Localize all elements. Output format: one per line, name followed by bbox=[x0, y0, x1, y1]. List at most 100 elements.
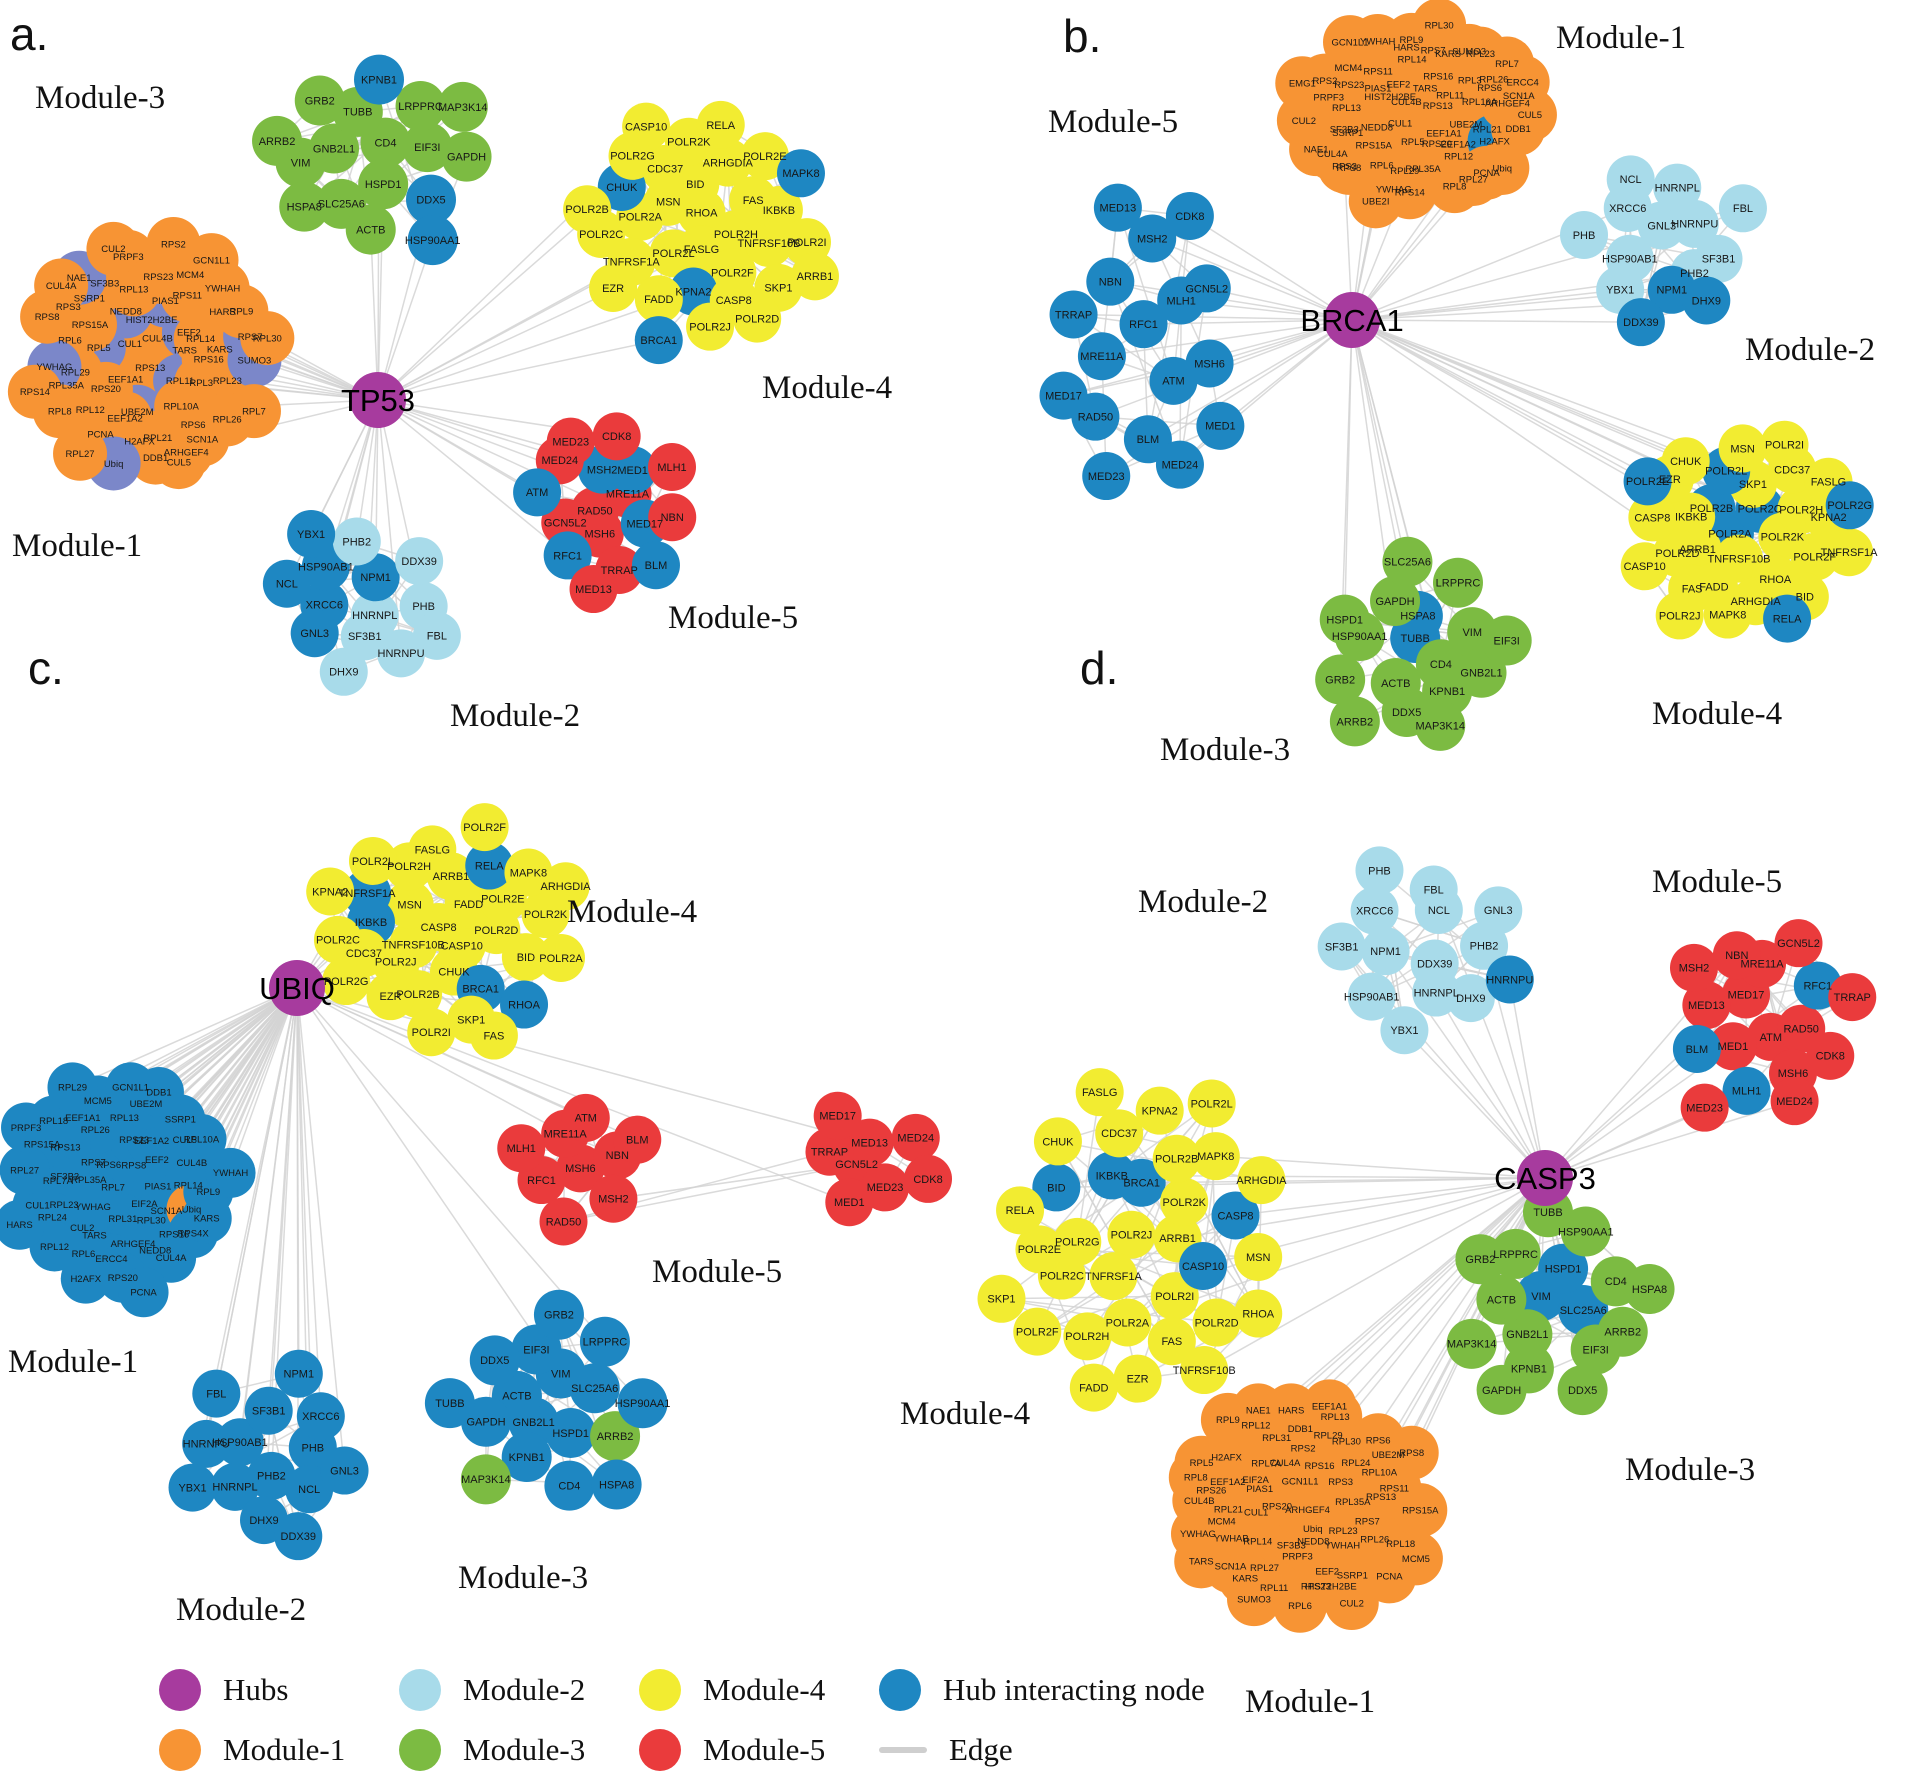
gene-label-SUMO3: SUMO3 bbox=[238, 356, 272, 367]
gene-label-GRB2: GRB2 bbox=[544, 1310, 574, 1322]
gene-label-H2AFX: H2AFX bbox=[1211, 1452, 1242, 1463]
gene-label-RPS23: RPS23 bbox=[1334, 80, 1364, 91]
gene-label-GNL3: GNL3 bbox=[330, 1465, 359, 1477]
gene-node-GCN5L2 bbox=[1774, 919, 1823, 968]
gene-node-MED1 bbox=[1196, 401, 1245, 450]
gene-label-EIF3I: EIF3I bbox=[1583, 1344, 1609, 1356]
gene-node-RPS8 bbox=[1384, 1425, 1439, 1480]
gene-label-RPL12: RPL12 bbox=[1444, 151, 1473, 162]
gene-label-KPNB1: KPNB1 bbox=[361, 74, 397, 86]
gene-label-RPL5: RPL5 bbox=[1190, 1458, 1214, 1469]
legend-label: Module-1 bbox=[223, 1732, 346, 1767]
gene-label-YBX1: YBX1 bbox=[1390, 1025, 1418, 1037]
gene-node-POLR2I bbox=[1760, 420, 1809, 469]
gene-label-RFC1: RFC1 bbox=[527, 1175, 556, 1187]
gene-node-HSPD1 bbox=[358, 159, 409, 210]
gene-label-YWHAH: YWHAH bbox=[205, 283, 241, 294]
gene-label-HNRNPU: HNRNPU bbox=[1671, 219, 1718, 231]
gene-label-NAE1: NAE1 bbox=[67, 273, 92, 284]
gene-label-TRRAP: TRRAP bbox=[1834, 992, 1871, 1004]
gene-node-YBX1 bbox=[1380, 1006, 1429, 1055]
gene-label-HNRNPL: HNRNPL bbox=[1655, 182, 1700, 194]
gene-label-DDB1: DDB1 bbox=[1288, 1424, 1313, 1435]
gene-label-HSPA8: HSPA8 bbox=[599, 1479, 634, 1491]
gene-label-PHB: PHB bbox=[412, 601, 435, 613]
gene-label-RPL14: RPL14 bbox=[174, 1180, 203, 1191]
legend-item-module-5: Module-5 bbox=[639, 1728, 825, 1772]
gene-node-NCL bbox=[262, 559, 311, 608]
gene-label-RPL23: RPL23 bbox=[1466, 49, 1495, 60]
gene-label-NEDD8: NEDD8 bbox=[110, 307, 142, 318]
gene-node-IKBKB bbox=[1667, 492, 1716, 541]
gene-node-MAP3K14 bbox=[460, 1454, 511, 1505]
gene-node-MSH2 bbox=[1128, 214, 1177, 263]
gene-label-RAD50: RAD50 bbox=[1078, 412, 1113, 424]
gene-node-DDX39 bbox=[1616, 298, 1665, 347]
edge-swatch-icon bbox=[879, 1747, 927, 1753]
legend-item-module-3: Module-3 bbox=[399, 1728, 585, 1772]
edge bbox=[1203, 1177, 1546, 1371]
gene-label-RPL11: RPL11 bbox=[1260, 1583, 1288, 1594]
gene-node-ARRB2 bbox=[1329, 696, 1380, 747]
gene-node-RELA bbox=[465, 841, 514, 890]
gene-label-GCN5L2: GCN5L2 bbox=[1185, 283, 1228, 295]
gene-label-ARRB1: ARRB1 bbox=[1159, 1233, 1196, 1245]
gene-label-SLC25A6: SLC25A6 bbox=[571, 1383, 618, 1395]
gene-label-RPS13: RPS13 bbox=[1366, 1492, 1396, 1503]
gene-label-RPL6: RPL6 bbox=[58, 335, 82, 346]
gene-label-DHX9: DHX9 bbox=[329, 667, 358, 679]
gene-label-KARS: KARS bbox=[194, 1214, 220, 1225]
gene-node-CASP10 bbox=[1179, 1241, 1228, 1290]
gene-node-POLR2F bbox=[460, 803, 509, 852]
gene-label-BRCA1: BRCA1 bbox=[462, 984, 499, 996]
gene-label-HSPA8: HSPA8 bbox=[1632, 1284, 1667, 1296]
gene-label-POLR2K: POLR2K bbox=[667, 137, 711, 149]
gene-label-EZR: EZR bbox=[1127, 1374, 1149, 1386]
edge bbox=[1147, 319, 1353, 440]
gene-label-LRPPRC: LRPPRC bbox=[583, 1337, 628, 1349]
gene-label-PIAS1: PIAS1 bbox=[1364, 84, 1391, 95]
gene-label-RPS14: RPS14 bbox=[1395, 188, 1425, 199]
gene-node-CUL2 bbox=[1324, 1575, 1379, 1630]
gene-node-POLR2D bbox=[1192, 1298, 1241, 1347]
gene-node-HNRNPU bbox=[377, 629, 426, 678]
gene-node-FBL bbox=[192, 1369, 241, 1418]
gene-label-GCN1L1: GCN1L1 bbox=[193, 255, 230, 266]
gene-node-ARRB2 bbox=[252, 115, 303, 166]
gene-label-NAE1: NAE1 bbox=[1304, 144, 1329, 155]
gene-label-DDX5: DDX5 bbox=[416, 194, 445, 206]
gene-label-MAP3K14: MAP3K14 bbox=[438, 102, 488, 114]
gene-label-POLR2B: POLR2B bbox=[396, 989, 439, 1001]
edge bbox=[296, 987, 850, 1203]
gene-node-GRB2 bbox=[533, 1289, 584, 1340]
gene-label-POLR2I: POLR2I bbox=[1765, 440, 1804, 452]
module-label-c-m3: Module-3 bbox=[458, 1560, 588, 1596]
gene-node-NBN bbox=[1712, 931, 1761, 980]
gene-label-TUBB: TUBB bbox=[343, 107, 372, 119]
gene-label-FADD: FADD bbox=[1079, 1382, 1108, 1394]
gene-label-ATM: ATM bbox=[1162, 376, 1184, 388]
edge bbox=[1001, 1295, 1175, 1300]
gene-label-POLR2H: POLR2H bbox=[714, 229, 758, 241]
gene-label-TUBB: TUBB bbox=[435, 1398, 464, 1410]
gene-label-RPS13: RPS13 bbox=[135, 363, 165, 374]
gene-label-HSPD1: HSPD1 bbox=[1326, 614, 1363, 626]
gene-label-HSPD1: HSPD1 bbox=[365, 179, 402, 191]
gene-node-RELA bbox=[696, 100, 745, 149]
gene-label-RPS6: RPS6 bbox=[181, 420, 206, 431]
gene-node-MED23 bbox=[1082, 452, 1131, 501]
gene-label-SLC25A6: SLC25A6 bbox=[318, 199, 365, 211]
gene-node-ERCC4 bbox=[1495, 55, 1550, 110]
gene-label-CDC37: CDC37 bbox=[647, 164, 683, 176]
gene-label-ARRB2: ARRB2 bbox=[259, 136, 296, 148]
edge bbox=[1384, 950, 1546, 1179]
gene-node-DDX5 bbox=[469, 1335, 520, 1386]
gene-label-MED13: MED13 bbox=[851, 1138, 888, 1150]
gene-label-MSH2: MSH2 bbox=[587, 464, 618, 476]
gene-label-PRPF3: PRPF3 bbox=[11, 1123, 42, 1134]
gene-label-HNRNPL: HNRNPL bbox=[212, 1482, 257, 1494]
gene-label-MAP3K14: MAP3K14 bbox=[1415, 721, 1465, 733]
gene-label-CASP8: CASP8 bbox=[716, 295, 752, 307]
edge bbox=[1403, 1029, 1546, 1179]
